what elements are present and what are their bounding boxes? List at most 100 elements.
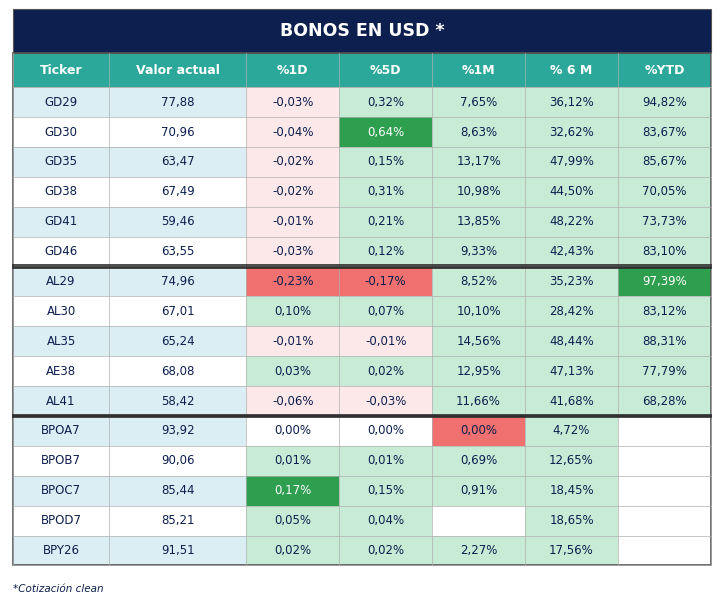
Bar	[432, 87, 525, 117]
Bar	[432, 476, 525, 506]
Text: 0,69%: 0,69%	[460, 454, 497, 467]
Text: 0,04%: 0,04%	[367, 514, 404, 527]
Text: 59,46: 59,46	[161, 215, 195, 228]
Text: 77,79%: 77,79%	[642, 365, 687, 378]
Text: 0,01%: 0,01%	[367, 454, 404, 467]
Bar	[525, 386, 618, 416]
Text: 48,22%: 48,22%	[550, 215, 594, 228]
Text: BPY26: BPY26	[43, 544, 80, 557]
Bar	[13, 207, 109, 237]
Text: 74,96: 74,96	[161, 275, 195, 288]
Bar	[339, 237, 432, 267]
Bar	[432, 536, 525, 565]
Bar	[246, 506, 339, 536]
Bar	[339, 416, 432, 446]
Text: 48,44%: 48,44%	[550, 335, 594, 348]
Bar	[432, 326, 525, 356]
Bar	[525, 267, 618, 296]
Text: 93,92: 93,92	[161, 425, 195, 437]
Text: GD35: GD35	[45, 156, 77, 168]
Text: %YTD: %YTD	[644, 63, 685, 77]
Text: GD46: GD46	[44, 245, 77, 258]
Bar	[13, 53, 711, 565]
Bar	[13, 147, 109, 177]
Text: 67,49: 67,49	[161, 185, 195, 198]
Bar	[246, 117, 339, 147]
Bar	[618, 267, 711, 296]
Bar	[109, 87, 246, 117]
Bar	[13, 87, 109, 117]
Text: AL30: AL30	[46, 305, 76, 318]
Text: 90,06: 90,06	[161, 454, 195, 467]
Bar	[13, 296, 109, 326]
Bar	[339, 386, 432, 416]
Bar	[109, 416, 246, 446]
Bar	[525, 446, 618, 476]
Bar	[13, 506, 109, 536]
Text: 7,65%: 7,65%	[460, 96, 497, 109]
Bar	[432, 446, 525, 476]
Bar	[339, 177, 432, 207]
Text: 0,15%: 0,15%	[367, 484, 404, 497]
Text: *Cotización clean: *Cotización clean	[13, 584, 104, 594]
Text: BPOD7: BPOD7	[41, 514, 82, 527]
Text: 0,17%: 0,17%	[274, 484, 311, 497]
Text: 0,64%: 0,64%	[367, 126, 404, 138]
Bar	[13, 326, 109, 356]
Text: 0,02%: 0,02%	[367, 365, 404, 378]
Bar	[432, 53, 525, 87]
Bar	[432, 506, 525, 536]
Text: 73,73%: 73,73%	[642, 215, 687, 228]
Bar	[525, 177, 618, 207]
Bar	[525, 296, 618, 326]
Bar	[339, 87, 432, 117]
Text: 28,42%: 28,42%	[550, 305, 594, 318]
Text: -0,03%: -0,03%	[365, 395, 406, 407]
Bar	[525, 53, 618, 87]
Bar	[13, 446, 109, 476]
Text: 68,28%: 68,28%	[642, 395, 687, 407]
Bar	[618, 87, 711, 117]
Text: 8,63%: 8,63%	[460, 126, 497, 138]
Text: -0,01%: -0,01%	[365, 335, 406, 348]
Bar	[246, 296, 339, 326]
Bar	[13, 9, 711, 53]
Bar	[339, 53, 432, 87]
Text: -0,01%: -0,01%	[272, 335, 313, 348]
Text: 83,12%: 83,12%	[642, 305, 687, 318]
Bar	[13, 356, 109, 386]
Text: GD29: GD29	[44, 96, 77, 109]
Bar	[525, 326, 618, 356]
Bar	[109, 446, 246, 476]
Bar	[109, 296, 246, 326]
Bar	[339, 326, 432, 356]
Text: 47,13%: 47,13%	[550, 365, 594, 378]
Text: 35,23%: 35,23%	[550, 275, 594, 288]
Bar	[618, 356, 711, 386]
Bar	[109, 536, 246, 565]
Text: 0,10%: 0,10%	[274, 305, 311, 318]
Bar	[13, 386, 109, 416]
Bar	[432, 207, 525, 237]
Text: 0,00%: 0,00%	[460, 425, 497, 437]
Text: 10,98%: 10,98%	[456, 185, 501, 198]
Text: 85,44: 85,44	[161, 484, 195, 497]
Bar	[13, 177, 109, 207]
Bar	[246, 386, 339, 416]
Bar	[618, 117, 711, 147]
Bar	[432, 416, 525, 446]
Bar	[339, 147, 432, 177]
Text: 32,62%: 32,62%	[550, 126, 594, 138]
Bar	[432, 386, 525, 416]
Bar	[109, 356, 246, 386]
Text: % 6 M: % 6 M	[550, 63, 593, 77]
Bar	[339, 267, 432, 296]
Bar	[246, 536, 339, 565]
Bar	[525, 237, 618, 267]
Text: 97,39%: 97,39%	[642, 275, 687, 288]
Text: 70,05%: 70,05%	[642, 185, 687, 198]
Text: AL35: AL35	[46, 335, 76, 348]
Text: -0,17%: -0,17%	[365, 275, 406, 288]
Text: 44,50%: 44,50%	[550, 185, 594, 198]
Bar	[525, 536, 618, 565]
